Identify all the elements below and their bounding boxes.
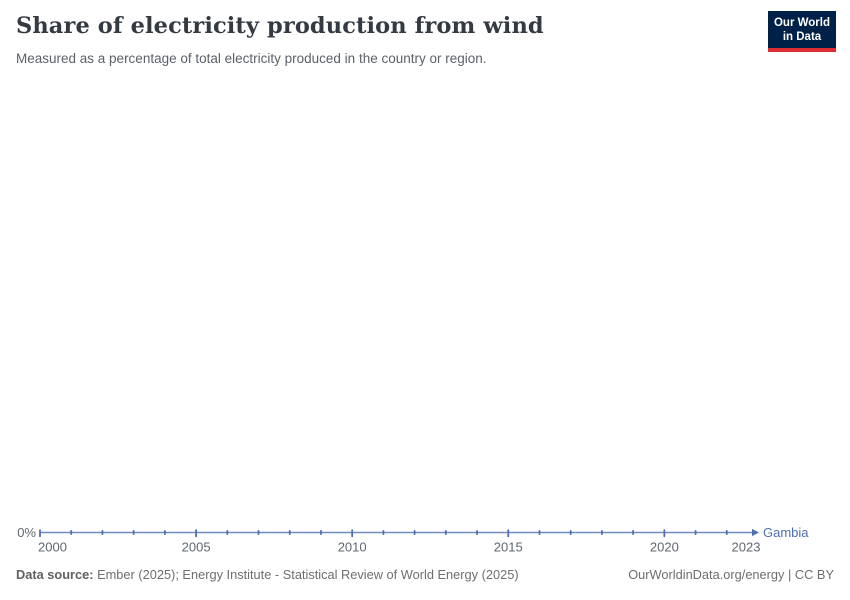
owid-logo-line2: in Data xyxy=(782,30,822,43)
data-point xyxy=(413,530,416,535)
data-point xyxy=(288,530,291,535)
data-source-note: Data source: Ember (2025); Energy Instit… xyxy=(16,567,519,582)
data-point xyxy=(70,530,73,535)
data-point xyxy=(725,530,728,535)
axis-tick-marker xyxy=(507,529,510,538)
chart-title: Share of electricity production from win… xyxy=(16,13,544,39)
data-point xyxy=(476,530,478,535)
series-label-gambia: Gambia xyxy=(763,525,809,540)
x-axis-tick-label: 2023 xyxy=(732,540,761,555)
axis-tick-marker xyxy=(39,529,41,538)
data-source-text: Ember (2025); Energy Institute - Statist… xyxy=(93,567,519,582)
axis-tick-marker xyxy=(351,529,354,538)
data-source-label: Data source: xyxy=(16,567,94,582)
data-point xyxy=(163,530,166,535)
data-point xyxy=(632,530,635,535)
data-point xyxy=(694,530,697,535)
data-point xyxy=(257,530,260,535)
line-end-arrow-icon xyxy=(752,528,759,537)
x-axis-tick-label: 2000 xyxy=(38,540,67,555)
x-axis-tick-label: 2020 xyxy=(650,540,679,555)
owid-logo: Our World in Data xyxy=(768,11,836,52)
wind-share-line-chart: Gambia 0%2000 2005 2010 2015 2020 2023 xyxy=(17,525,809,555)
axis-tick-marker xyxy=(195,529,197,538)
x-axis-tick-label: 2005 xyxy=(182,540,211,555)
data-point xyxy=(382,530,385,535)
data-point xyxy=(132,530,135,535)
x-axis-tick-label: 2010 xyxy=(338,540,367,555)
chart-footer: Data source: Ember (2025); Energy Instit… xyxy=(16,567,834,582)
x-axis-tick-label: 2015 xyxy=(494,540,523,555)
data-point xyxy=(101,530,104,535)
y-axis-zero-label: 0% xyxy=(17,525,36,540)
axis-tick-marker xyxy=(663,529,666,538)
data-point xyxy=(226,530,229,535)
data-point xyxy=(538,530,541,535)
chart-header: Share of electricity production from win… xyxy=(16,12,750,68)
license-link[interactable]: OurWorldinData.org/energy | CC BY xyxy=(628,567,834,582)
data-point xyxy=(601,530,603,535)
data-point xyxy=(320,530,322,535)
data-point xyxy=(569,530,572,535)
owid-logo-line1: Our World xyxy=(773,16,830,29)
data-point xyxy=(444,530,447,535)
chart-subtitle: Measured as a percentage of total electr… xyxy=(16,51,487,67)
